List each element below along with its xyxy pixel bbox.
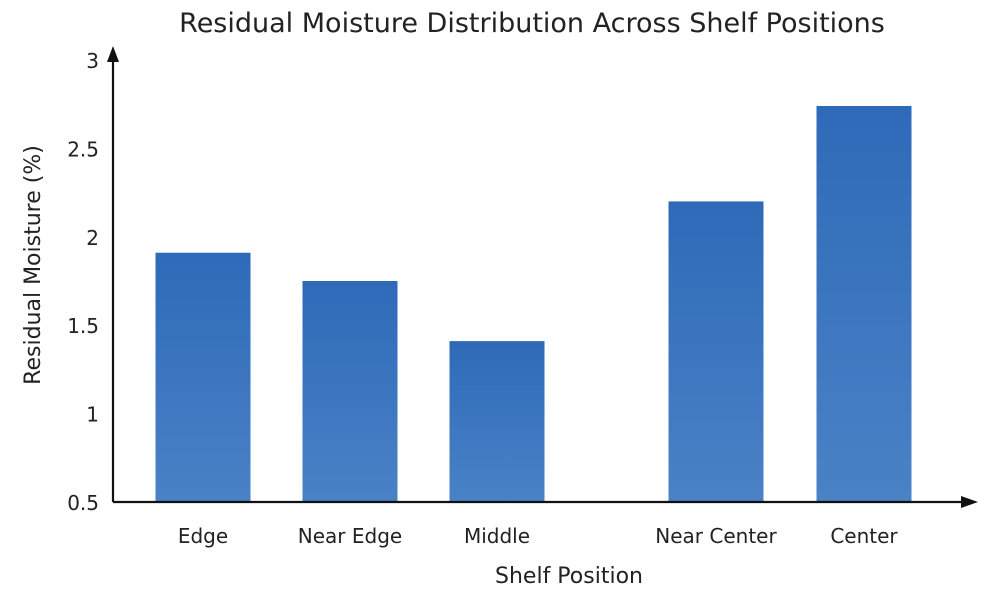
y-tick-label: 2 [86, 226, 99, 250]
chart-title: Residual Moisture Distribution Across Sh… [179, 8, 885, 39]
y-tick-label: 1.5 [67, 314, 99, 338]
x-axis-arrow [961, 496, 978, 508]
bar-near-edge [302, 281, 398, 502]
bar-edge [155, 252, 251, 502]
x-category-labels: Edge Near Edge Middle Near Center Center [178, 524, 899, 548]
x-tick-label: Center [830, 524, 898, 548]
y-tick-label: 3 [86, 49, 99, 73]
bar-center [816, 105, 912, 502]
bar-middle [449, 341, 545, 502]
y-axis-label: Residual Moisture (%) [21, 145, 46, 385]
x-tick-label: Edge [178, 524, 228, 548]
x-tick-label: Near Edge [298, 524, 402, 548]
y-axis-arrow [107, 46, 119, 62]
x-axis-label: Shelf Position [495, 564, 643, 589]
bars [155, 105, 912, 502]
y-tick-labels: 0.5 1 1.5 2 2.5 3 [67, 49, 99, 515]
x-tick-label: Middle [464, 524, 530, 548]
y-tick-label: 1 [86, 403, 99, 427]
y-tick-label: 0.5 [67, 491, 99, 515]
bar-near-center [668, 201, 764, 502]
x-tick-label: Near Center [655, 524, 777, 548]
y-tick-label: 2.5 [67, 137, 99, 161]
